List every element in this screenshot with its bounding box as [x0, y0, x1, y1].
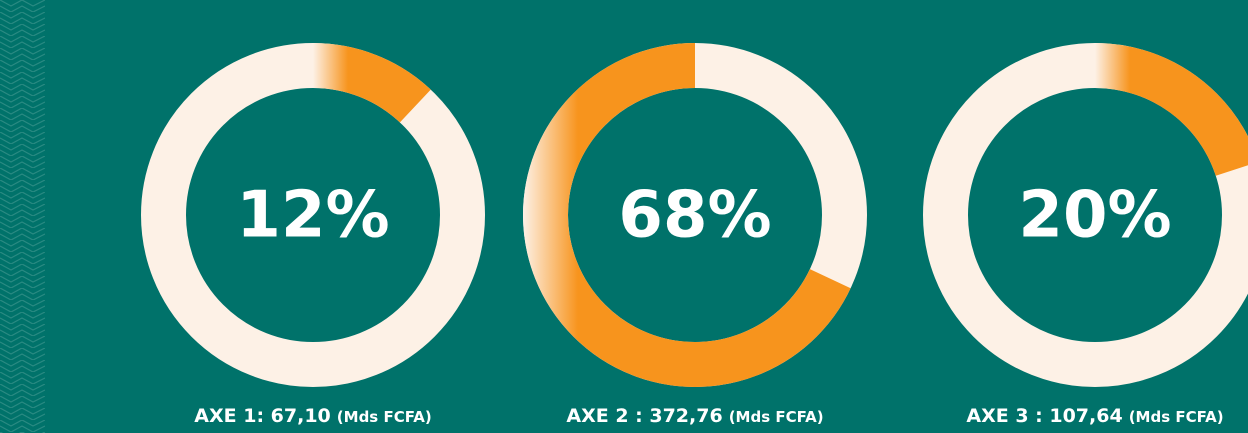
caption-unit: (Mds FCFA)	[729, 408, 824, 426]
caption-title: AXE 2 : 372,76	[566, 405, 722, 427]
caption-unit: (Mds FCFA)	[337, 408, 432, 426]
axis-caption: AXE 1: 67,10 (Mds FCFA)	[194, 405, 431, 427]
zigzag-strip	[0, 0, 45, 433]
center-label: 20%	[1018, 179, 1171, 253]
caption-unit: (Mds FCFA)	[1129, 408, 1224, 426]
axis-caption: AXE 3 : 107,64 (Mds FCFA)	[966, 405, 1223, 427]
center-label: 68%	[618, 179, 771, 253]
caption-title: AXE 1: 67,10	[194, 405, 330, 427]
axis-caption: AXE 2 : 372,76 (Mds FCFA)	[566, 405, 823, 427]
caption-title: AXE 3 : 107,64	[966, 405, 1122, 427]
donuts: 12% AXE 1: 67,10 (Mds FCFA) 68% AXE 2 : 372,…	[141, 43, 1248, 427]
center-label: 12%	[236, 179, 389, 253]
donut-segment	[1095, 43, 1248, 176]
donut-segment	[313, 43, 431, 123]
